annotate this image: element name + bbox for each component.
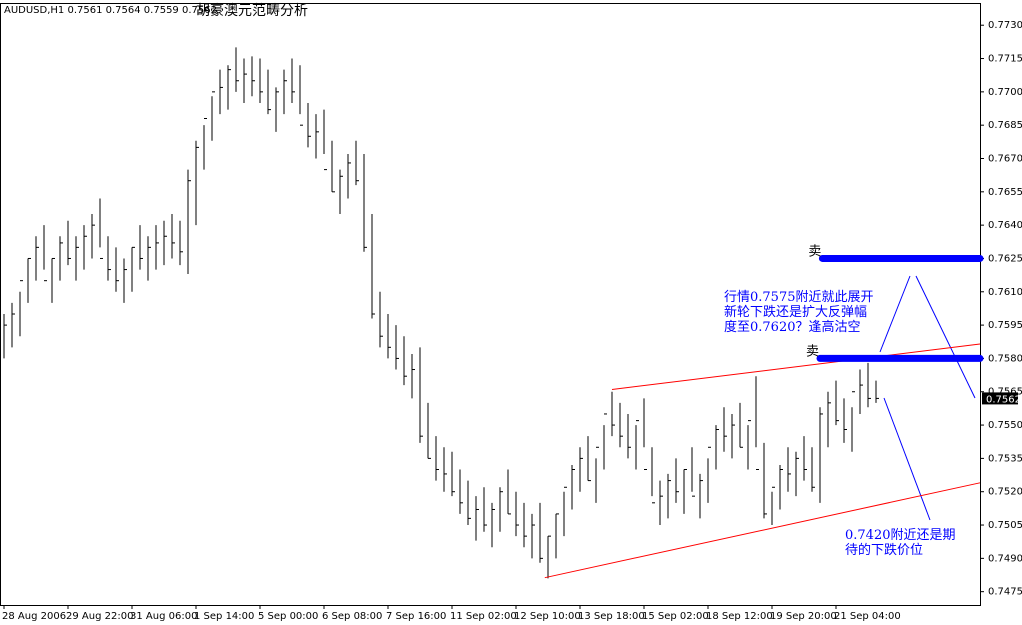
x-tick-label: 13 Sep 18:00	[578, 611, 645, 622]
y-tick-label: 0.7550	[988, 420, 1022, 431]
trendline	[611, 343, 981, 391]
y-tick-label: 0.7685	[988, 120, 1022, 131]
y-tick-label: 0.7655	[988, 187, 1022, 198]
y-tick-label: 0.7535	[988, 453, 1022, 464]
x-tick-label: 21 Sep 04:00	[834, 611, 901, 622]
chart-subtitle: 胡豪澳元范畴分析	[196, 2, 308, 19]
last-price-box	[982, 392, 1018, 405]
arrow-line	[915, 275, 976, 399]
y-tick-label: 0.7520	[988, 487, 1022, 498]
y-tick-label: 0.7610	[988, 287, 1022, 298]
x-tick-label: 12 Sep 10:00	[514, 611, 581, 622]
x-tick-label: 29 Aug 22:00	[66, 611, 133, 622]
y-tick-label: 0.7580	[988, 353, 1022, 364]
x-tick-label: 18 Sep 12:00	[706, 611, 773, 622]
arrow-line	[879, 275, 911, 353]
y-tick-label: 0.7565	[988, 387, 1022, 398]
y-tick-label: 0.7715	[988, 54, 1022, 65]
arrow-line	[883, 397, 931, 521]
x-tick-label: 11 Sep 02:00	[450, 611, 517, 622]
trendline	[544, 482, 981, 579]
annotation: 行情0.7575附近就此展开	[724, 290, 874, 305]
y-tick-label: 0.7700	[988, 87, 1022, 98]
sketch-arrows	[879, 275, 976, 521]
y-tick-label: 0.7625	[988, 253, 1022, 264]
chart-title: AUDUSD,H1 0.7561 0.7564 0.7559 0.7562	[4, 5, 217, 16]
y-tick-label: 0.7595	[988, 320, 1022, 331]
y-tick-label: 0.7490	[988, 553, 1022, 564]
sell-label: 卖	[808, 244, 821, 259]
y-tick-label: 0.7640	[988, 220, 1022, 231]
y-tick-label: 0.7730	[988, 20, 1022, 31]
x-tick-label: 6 Sep 08:00	[322, 611, 382, 622]
annotation: 待的下跌价位	[845, 542, 923, 558]
x-tick-label: 1 Sep 14:00	[194, 611, 254, 622]
y-tick-label: 0.7505	[988, 520, 1022, 531]
sell-label: 卖	[806, 344, 819, 359]
plot-frame	[0, 3, 981, 606]
x-tick-label: 19 Sep 20:00	[770, 611, 837, 622]
annotation: 度至0.7620？逢高沽空	[724, 319, 861, 335]
y-tick-label: 0.7475	[988, 587, 1022, 598]
annotation: 0.7420附近还是期	[845, 528, 956, 543]
x-tick-label: 7 Sep 16:00	[386, 611, 446, 622]
y-tick-label: 0.7670	[988, 153, 1022, 164]
x-tick-label: 5 Sep 00:00	[258, 611, 318, 622]
x-tick-label: 15 Sep 02:00	[642, 611, 709, 622]
annotation: 新轮下跌还是扩大反弹幅	[724, 304, 867, 320]
x-tick-label: 28 Aug 2006	[2, 611, 66, 622]
last-price-label: 0.7562	[986, 394, 1021, 405]
x-tick-label: 31 Aug 06:00	[130, 611, 197, 622]
